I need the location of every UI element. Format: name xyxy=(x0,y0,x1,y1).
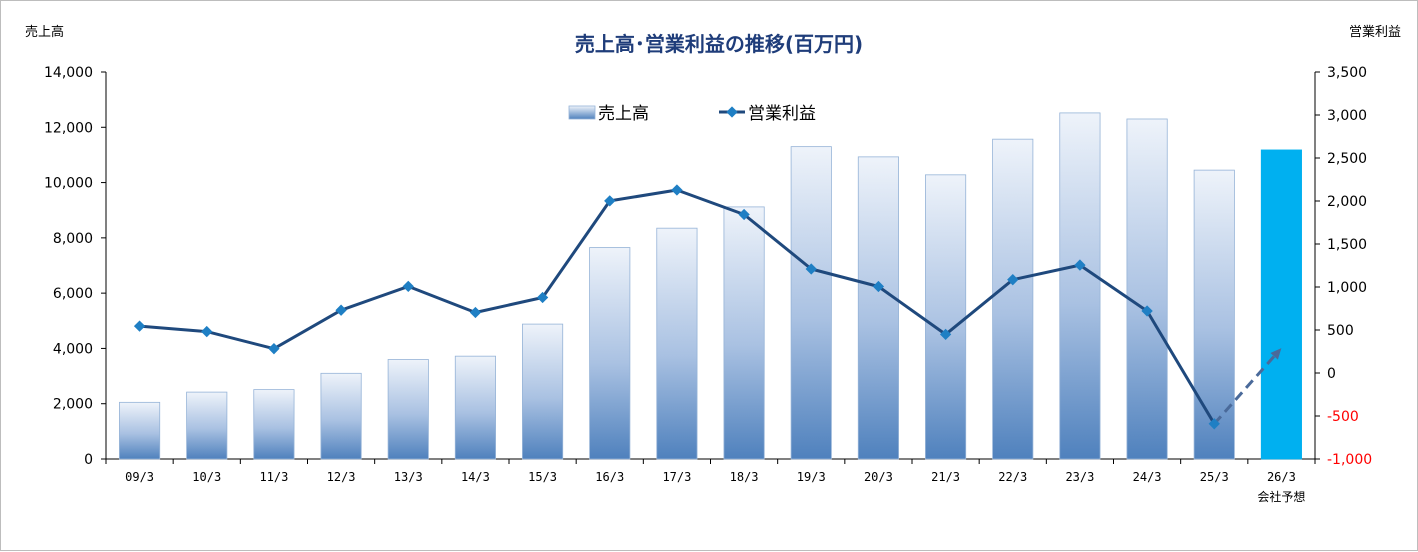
x-tick-label: 11/3 xyxy=(259,470,288,484)
y2-tick-label: 1,500 xyxy=(1327,237,1367,253)
bar-sales xyxy=(1059,112,1101,460)
bar-sales xyxy=(1193,169,1235,460)
legend-label-sales: 売上高 xyxy=(598,104,649,124)
point-profit xyxy=(1007,274,1019,286)
bar-sales xyxy=(387,359,429,460)
point-profit xyxy=(268,343,280,355)
x-tick-label: 21/3 xyxy=(931,470,960,484)
point-profit xyxy=(133,320,146,332)
point-profit xyxy=(536,291,549,304)
y-tick-label: 8,000 xyxy=(53,231,93,247)
y2-tick-label: 3,000 xyxy=(1327,108,1367,124)
legend-swatch-profit-marker xyxy=(726,106,738,118)
plot-area: 0 2,000 4,000 6,000 8,000 10,000 12,000 14,000 -… xyxy=(44,65,1372,504)
bar-sales xyxy=(454,355,496,460)
y-tick-label: 0 xyxy=(84,452,93,468)
point-profit xyxy=(872,280,885,293)
point-profit xyxy=(738,208,750,221)
x-tick-sublabel-forecast: 会社予想 xyxy=(1257,489,1305,504)
point-profit xyxy=(939,328,952,341)
y2-tick-label: 2,000 xyxy=(1327,194,1367,210)
x-tick-label: 17/3 xyxy=(662,470,691,484)
y2-tick-label: 2,500 xyxy=(1327,151,1367,167)
y-tick-label: 14,000 xyxy=(44,65,93,81)
x-tick-label: 14/3 xyxy=(461,470,490,484)
bar-sales xyxy=(656,227,698,460)
x-tick-label: 25/3 xyxy=(1200,470,1229,484)
x-tick-label: 12/3 xyxy=(327,470,356,484)
chart-title: 売上高･営業利益の推移(百万円) xyxy=(575,32,863,56)
bar-sales xyxy=(589,247,631,460)
y-tick-label: 4,000 xyxy=(53,341,93,357)
y-tick-label: 10,000 xyxy=(44,176,93,192)
bar-sales xyxy=(857,156,899,460)
legend: 売上高 営業利益 xyxy=(568,104,816,124)
x-tick-label: 13/3 xyxy=(394,470,423,484)
y2-tick-label: -500 xyxy=(1327,409,1359,425)
x-tick-label: 09/3 xyxy=(125,470,154,484)
bar-sales xyxy=(790,146,832,460)
forecast-arrowhead xyxy=(1270,348,1282,360)
x-tick-label: 16/3 xyxy=(595,470,624,484)
bar-sales xyxy=(992,138,1034,460)
x-tick-label: 20/3 xyxy=(864,470,893,484)
x-tick-label: 15/3 xyxy=(528,470,557,484)
bar-sales xyxy=(723,206,765,460)
point-profit xyxy=(201,325,213,338)
point-profit xyxy=(469,306,482,319)
x-tick-label: 18/3 xyxy=(730,470,759,484)
y-tick-label: 12,000 xyxy=(44,120,93,136)
x-tick-label: 23/3 xyxy=(1065,470,1094,484)
bar-sales xyxy=(1260,149,1302,460)
bar-sales xyxy=(186,391,228,460)
bar-sales xyxy=(925,174,967,460)
y-axis-title: 売上高 xyxy=(25,24,64,40)
x-tick-label: 24/3 xyxy=(1133,470,1162,484)
y-tick-label: 6,000 xyxy=(53,286,93,302)
legend-label-profit: 営業利益 xyxy=(748,104,816,124)
point-profit xyxy=(402,280,414,293)
y-tick-label: 2,000 xyxy=(53,397,93,413)
point-profit xyxy=(335,304,347,316)
y2-axis-title: 営業利益 xyxy=(1349,24,1401,40)
bar-sales xyxy=(253,389,295,460)
bar-sales xyxy=(320,372,362,460)
x-tick-label: 26/3 xyxy=(1267,470,1296,484)
y2-tick-label: 1,000 xyxy=(1327,280,1367,296)
bar-sales xyxy=(1126,118,1168,460)
x-tick-label: 10/3 xyxy=(192,470,221,484)
bar-sales xyxy=(119,401,161,460)
x-tick-label: 19/3 xyxy=(797,470,826,484)
y2-tick-label: 0 xyxy=(1327,366,1336,382)
y2-tick-label: 3,500 xyxy=(1327,65,1367,81)
point-profit xyxy=(671,184,683,196)
y2-tick-label: -1,000 xyxy=(1327,452,1372,468)
legend-swatch-sales xyxy=(568,105,596,120)
bar-sales xyxy=(522,323,564,460)
point-profit xyxy=(1208,418,1220,430)
x-tick-label: 22/3 xyxy=(998,470,1027,484)
y2-tick-label: 500 xyxy=(1327,323,1354,339)
